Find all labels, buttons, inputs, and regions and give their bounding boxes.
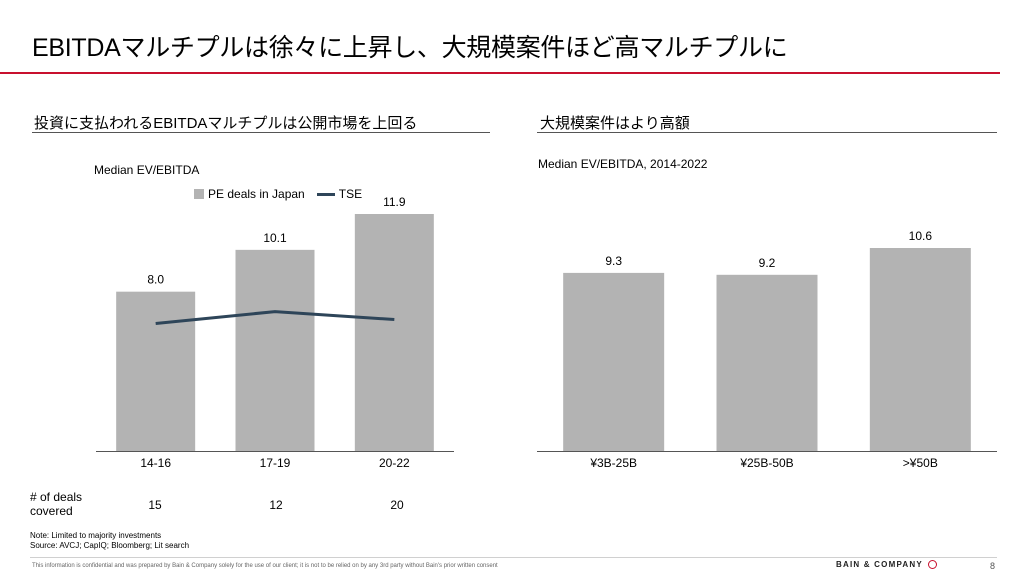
x-tick-label: 20-22 [379,456,410,470]
logo-text: BAIN & COMPANY [836,560,923,569]
legend-bar-swatch [194,189,204,199]
right-chart-caption: Median EV/EBITDA, 2014-2022 [538,157,708,171]
bar [354,214,434,451]
bar-value-label: 9.3 [605,254,622,268]
x-tick-label: ¥3B-25B [589,456,637,470]
bar [116,291,196,451]
title-rule [0,72,1000,74]
source-text: Source: AVCJ; CapIQ; Bloomberg; Lit sear… [30,541,190,550]
series-line-tse [155,310,395,326]
page-title: EBITDAマルチプルは徐々に上昇し、大規模案件ほど高マルチプルに [32,34,788,62]
deals-value: 15 [148,498,162,512]
page-number: 8 [990,561,996,571]
footnote: Note: Limited to majority investments So… [30,531,189,551]
right-panel-subtitle: 大規模案件はより高額 [540,115,690,132]
bar [869,248,971,451]
deals-row-label: # of deals covered [30,490,83,518]
chart-legend: PE deals in Japan TSE [194,187,362,201]
left-panel-subtitle: 投資に支払われるEBITDAマルチプルは公開市場を上回る [34,115,418,132]
deals-value: 12 [269,498,283,512]
left-chart-caption: Median EV/EBITDA [94,163,200,177]
bar-value-label: 10.6 [909,229,933,243]
x-tick-label: ¥25B-50B [739,456,793,470]
bar-value-label: 9.2 [759,256,776,270]
bar [563,272,665,451]
x-tick-label: 14-16 [140,456,171,470]
logo-mark-icon [927,560,937,569]
x-tick-label: >¥50B [903,456,938,470]
left-subtitle-rule [32,132,490,133]
legend-pe-deals: PE deals in Japan [208,187,305,201]
right-subtitle-rule [537,132,997,133]
bar-value-label: 8.0 [147,273,164,287]
deals-value: 20 [390,498,404,512]
disclaimer: This information is confidential and was… [32,563,498,569]
x-tick-label: 17-19 [260,456,291,470]
bar-value-label: 10.1 [263,231,287,245]
footer-rule [30,557,997,558]
legend-line-swatch [316,192,335,196]
bar [716,274,818,451]
note-text: Note: Limited to majority investments [30,531,162,540]
legend-tse: TSE [338,187,363,201]
bar [235,249,315,451]
company-logo: BAIN & COMPANY [836,560,937,569]
bar-value-label: 11.9 [383,195,406,209]
